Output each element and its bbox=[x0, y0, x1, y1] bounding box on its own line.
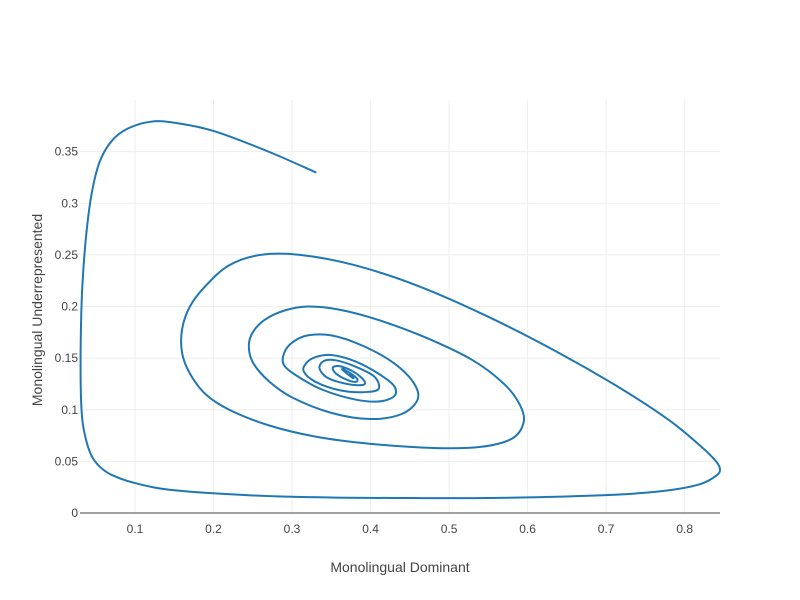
x-axis-ticks: 0.1 0.2 0.3 0.4 0.5 0.6 0.7 0.8 bbox=[127, 522, 694, 536]
gridlines bbox=[80, 100, 720, 513]
x-tick-label: 0.7 bbox=[598, 522, 615, 536]
x-tick-label: 0.4 bbox=[362, 522, 379, 536]
y-tick-label: 0.15 bbox=[55, 351, 79, 365]
y-tick-label: 0.2 bbox=[61, 300, 78, 314]
y-axis-title: Monolingual Underrepresented bbox=[29, 214, 45, 406]
x-tick-label: 0.2 bbox=[205, 522, 222, 536]
y-tick-label: 0.25 bbox=[55, 248, 79, 262]
series-line bbox=[79, 120, 721, 500]
x-tick-label: 0.5 bbox=[441, 522, 458, 536]
y-tick-label: 0.05 bbox=[55, 454, 79, 468]
series-layer bbox=[79, 120, 721, 500]
x-tick-label: 0.8 bbox=[676, 522, 693, 536]
y-axis-ticks: 0 0.05 0.1 0.15 0.2 0.25 0.3 0.35 bbox=[55, 145, 79, 520]
y-tick-label: 0.1 bbox=[61, 403, 78, 417]
y-tick-label: 0 bbox=[71, 506, 78, 520]
x-tick-label: 0.6 bbox=[519, 522, 536, 536]
x-axis-title: Monolingual Dominant bbox=[330, 559, 469, 575]
x-tick-label: 0.3 bbox=[284, 522, 301, 536]
y-tick-label: 0.3 bbox=[61, 196, 78, 210]
x-tick-label: 0.1 bbox=[127, 522, 144, 536]
y-tick-label: 0.35 bbox=[55, 145, 79, 159]
